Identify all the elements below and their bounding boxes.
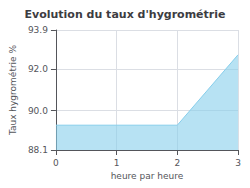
svg-text:93.9: 93.9	[28, 25, 48, 35]
svg-text:3: 3	[235, 158, 241, 168]
svg-text:heure par heure: heure par heure	[111, 171, 184, 181]
svg-text:0: 0	[53, 158, 59, 168]
svg-text:Evolution du taux d'hygrométri: Evolution du taux d'hygrométrie	[25, 8, 226, 21]
svg-text:1: 1	[114, 158, 120, 168]
svg-text:Taux hygrométrie %: Taux hygrométrie %	[8, 44, 18, 136]
svg-text:88.1: 88.1	[28, 145, 48, 155]
svg-text:90.0: 90.0	[28, 106, 48, 116]
svg-text:2: 2	[174, 158, 180, 168]
svg-text:92.0: 92.0	[28, 64, 48, 74]
